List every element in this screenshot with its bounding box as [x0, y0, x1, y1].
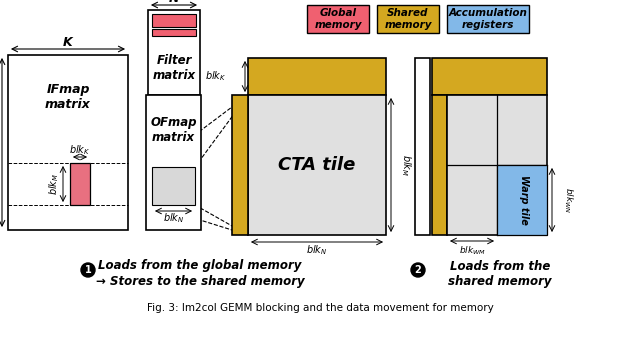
- Text: Loads from the: Loads from the: [450, 259, 550, 272]
- Text: Filter
matrix: Filter matrix: [152, 54, 196, 82]
- Bar: [70, 163, 90, 205]
- Text: → Stores to the shared memory: → Stores to the shared memory: [96, 275, 304, 288]
- Text: CTA tile: CTA tile: [278, 156, 356, 174]
- Text: $blk_{WN}$: $blk_{WN}$: [562, 187, 574, 213]
- Text: $blk_{WM}$: $blk_{WM}$: [458, 245, 486, 257]
- Bar: [447, 95, 547, 235]
- Bar: [377, 5, 439, 33]
- Bar: [8, 55, 128, 230]
- Bar: [307, 5, 369, 33]
- Text: 2: 2: [415, 265, 421, 275]
- Text: $blk_K$: $blk_K$: [69, 143, 91, 157]
- Text: $blk_M$: $blk_M$: [399, 154, 413, 176]
- Bar: [152, 14, 196, 27]
- Text: K: K: [63, 36, 73, 49]
- Text: $blk_M$: $blk_M$: [47, 173, 61, 195]
- Text: $blk_K$: $blk_K$: [205, 70, 226, 83]
- Bar: [447, 5, 529, 33]
- Text: Loads from the global memory: Loads from the global memory: [99, 259, 301, 272]
- Bar: [415, 58, 430, 235]
- Bar: [146, 95, 201, 230]
- Text: $blk_N$: $blk_N$: [307, 243, 328, 257]
- Text: Shared
memory: Shared memory: [384, 8, 432, 30]
- Circle shape: [81, 263, 95, 277]
- Bar: [497, 165, 547, 235]
- Text: shared memory: shared memory: [448, 275, 552, 288]
- Bar: [152, 167, 195, 205]
- Circle shape: [411, 263, 425, 277]
- Text: Accumulation
registers: Accumulation registers: [449, 8, 527, 30]
- Bar: [148, 10, 200, 95]
- Bar: [248, 58, 386, 95]
- Text: 1: 1: [84, 265, 92, 275]
- Bar: [232, 95, 248, 235]
- Text: Fig. 3: Im2col GEMM blocking and the data movement for memory: Fig. 3: Im2col GEMM blocking and the dat…: [147, 303, 493, 313]
- Text: N: N: [169, 0, 179, 6]
- Text: Warp tile: Warp tile: [519, 175, 529, 225]
- Bar: [248, 95, 386, 235]
- Bar: [432, 58, 547, 95]
- Text: IFmap
matrix: IFmap matrix: [45, 83, 91, 111]
- Text: $blk_N$: $blk_N$: [163, 211, 184, 225]
- Text: OFmap
matrix: OFmap matrix: [150, 116, 196, 144]
- Text: Global
memory: Global memory: [314, 8, 362, 30]
- Bar: [432, 95, 447, 235]
- Bar: [152, 29, 196, 36]
